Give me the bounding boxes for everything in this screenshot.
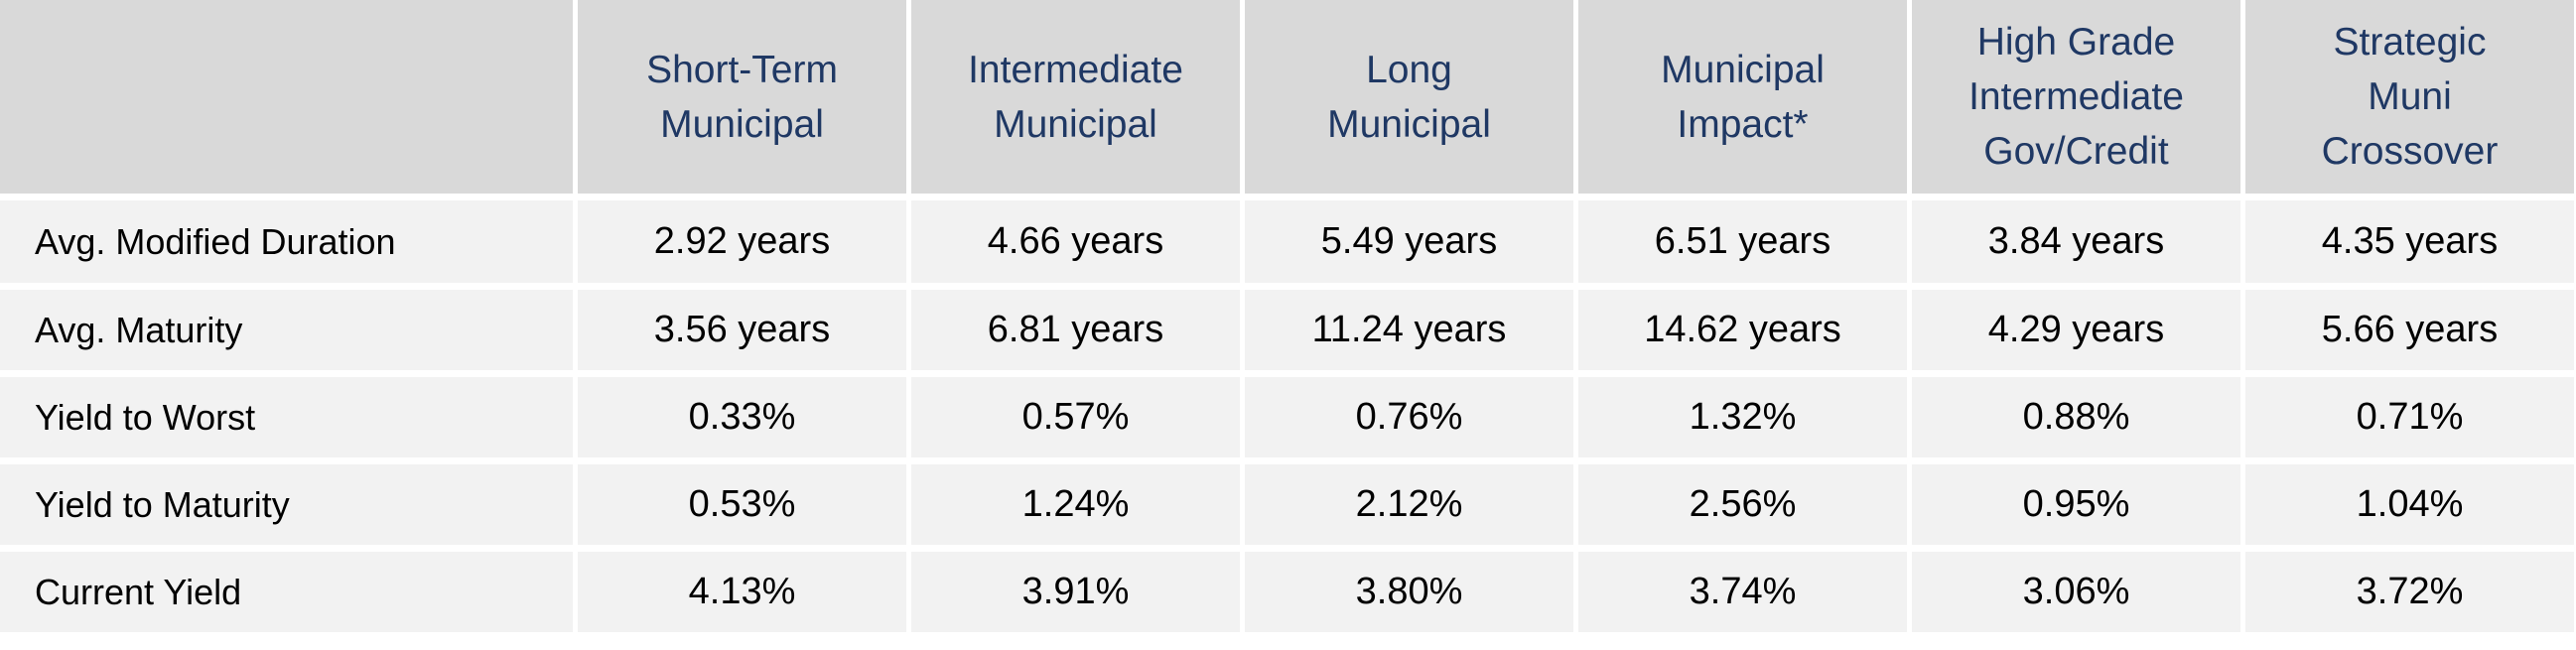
table-cell: 4.29 years (1912, 290, 2240, 370)
table-cell: 0.88% (1912, 377, 2240, 457)
table-cell: 5.66 years (2245, 290, 2574, 370)
column-header-label: High Grade Intermediate Gov/Credit (1968, 21, 2184, 173)
table-cell: 1.04% (2245, 464, 2574, 545)
column-header-intermediate-municipal: Intermediate Municipal (911, 0, 1240, 194)
header-corner-cell (0, 0, 573, 194)
table-row: Yield to Maturity 0.53% 1.24% 2.12% 2.56… (0, 464, 2574, 545)
table-cell: 2.12% (1245, 464, 1573, 545)
table-cell: 1.32% (1578, 377, 1907, 457)
column-header-strategic-muni-crossover: Strategic Muni Crossover (2245, 0, 2574, 194)
table-cell: 2.92 years (578, 200, 906, 283)
row-label: Avg. Maturity (0, 290, 573, 370)
row-label: Yield to Maturity (0, 464, 573, 545)
column-header-short-term-municipal: Short-Term Municipal (578, 0, 906, 194)
column-header-label: Intermediate Municipal (968, 48, 1183, 146)
table-cell: 3.72% (2245, 552, 2574, 632)
table-cell: 0.76% (1245, 377, 1573, 457)
column-header-label: Long Municipal (1327, 48, 1491, 146)
table-row: Yield to Worst 0.33% 0.57% 0.76% 1.32% 0… (0, 377, 2574, 457)
table-cell: 4.66 years (911, 200, 1240, 283)
row-label: Yield to Worst (0, 377, 573, 457)
table-cell: 3.56 years (578, 290, 906, 370)
table-cell: 14.62 years (1578, 290, 1907, 370)
table-cell: 0.95% (1912, 464, 2240, 545)
row-label: Avg. Modified Duration (0, 200, 573, 283)
table-cell: 6.81 years (911, 290, 1240, 370)
table-cell: 5.49 years (1245, 200, 1573, 283)
column-header-label: Short-Term Municipal (646, 48, 838, 146)
table-cell: 3.84 years (1912, 200, 2240, 283)
table-cell: 6.51 years (1578, 200, 1907, 283)
column-header-municipal-impact: Municipal Impact* (1578, 0, 1907, 194)
column-header-high-grade-intermediate: High Grade Intermediate Gov/Credit (1912, 0, 2240, 194)
table-cell: 4.13% (578, 552, 906, 632)
table-cell: 0.33% (578, 377, 906, 457)
table-cell: 4.35 years (2245, 200, 2574, 283)
table-cell: 3.06% (1912, 552, 2240, 632)
table-cell: 0.71% (2245, 377, 2574, 457)
column-header-label: Municipal Impact* (1661, 48, 1825, 146)
table-row: Current Yield 4.13% 3.91% 3.80% 3.74% 3.… (0, 552, 2574, 632)
column-header-long-municipal: Long Municipal (1245, 0, 1573, 194)
table-cell: 11.24 years (1245, 290, 1573, 370)
table-cell: 0.57% (911, 377, 1240, 457)
table-cell: 3.74% (1578, 552, 1907, 632)
row-label: Current Yield (0, 552, 573, 632)
table-cell: 3.80% (1245, 552, 1573, 632)
column-header-label: Strategic Muni Crossover (2321, 21, 2499, 173)
table-cell: 3.91% (911, 552, 1240, 632)
table-cell: 2.56% (1578, 464, 1907, 545)
table-row: Avg. Modified Duration 2.92 years 4.66 y… (0, 200, 2574, 283)
table-cell: 1.24% (911, 464, 1240, 545)
table-cell: 0.53% (578, 464, 906, 545)
header-row: Short-Term Municipal Intermediate Munici… (0, 0, 2574, 194)
table-row: Avg. Maturity 3.56 years 6.81 years 11.2… (0, 290, 2574, 370)
